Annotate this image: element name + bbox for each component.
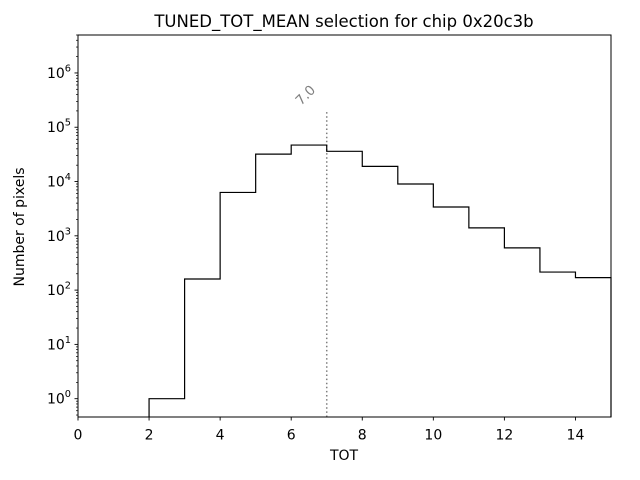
- chart-title: TUNED_TOT_MEAN selection for chip 0x20c3…: [153, 12, 533, 32]
- y-tick-label: 102: [47, 281, 71, 300]
- cut-value-annotation: 7.0: [293, 82, 320, 109]
- x-tick-label: 14: [567, 428, 585, 444]
- y-tick-label: 100: [47, 389, 71, 408]
- x-tick-label: 6: [287, 428, 296, 444]
- x-tick-label: 10: [424, 428, 442, 444]
- axes-spines: [77, 34, 612, 418]
- x-tick-label: 8: [358, 428, 367, 444]
- histogram-series: [148, 144, 612, 417]
- y-tick-label: 106: [47, 63, 71, 82]
- y-tick-label: 103: [47, 226, 71, 245]
- y-tick-label: 104: [47, 172, 71, 191]
- x-tick-label: 4: [216, 428, 225, 444]
- x-tick-label: 0: [74, 428, 83, 444]
- y-tick-label: 101: [47, 335, 71, 354]
- x-tick-label: 12: [495, 428, 513, 444]
- x-axis-label: TOT: [329, 448, 359, 464]
- y-tick-label: 105: [47, 118, 71, 137]
- plot-area: 100 101 102 103 104 105 106 0 2 4 6 8 10 12 14: [47, 34, 612, 444]
- x-tick-label: 2: [145, 428, 154, 444]
- y-axis-label: Number of pixels: [12, 167, 28, 286]
